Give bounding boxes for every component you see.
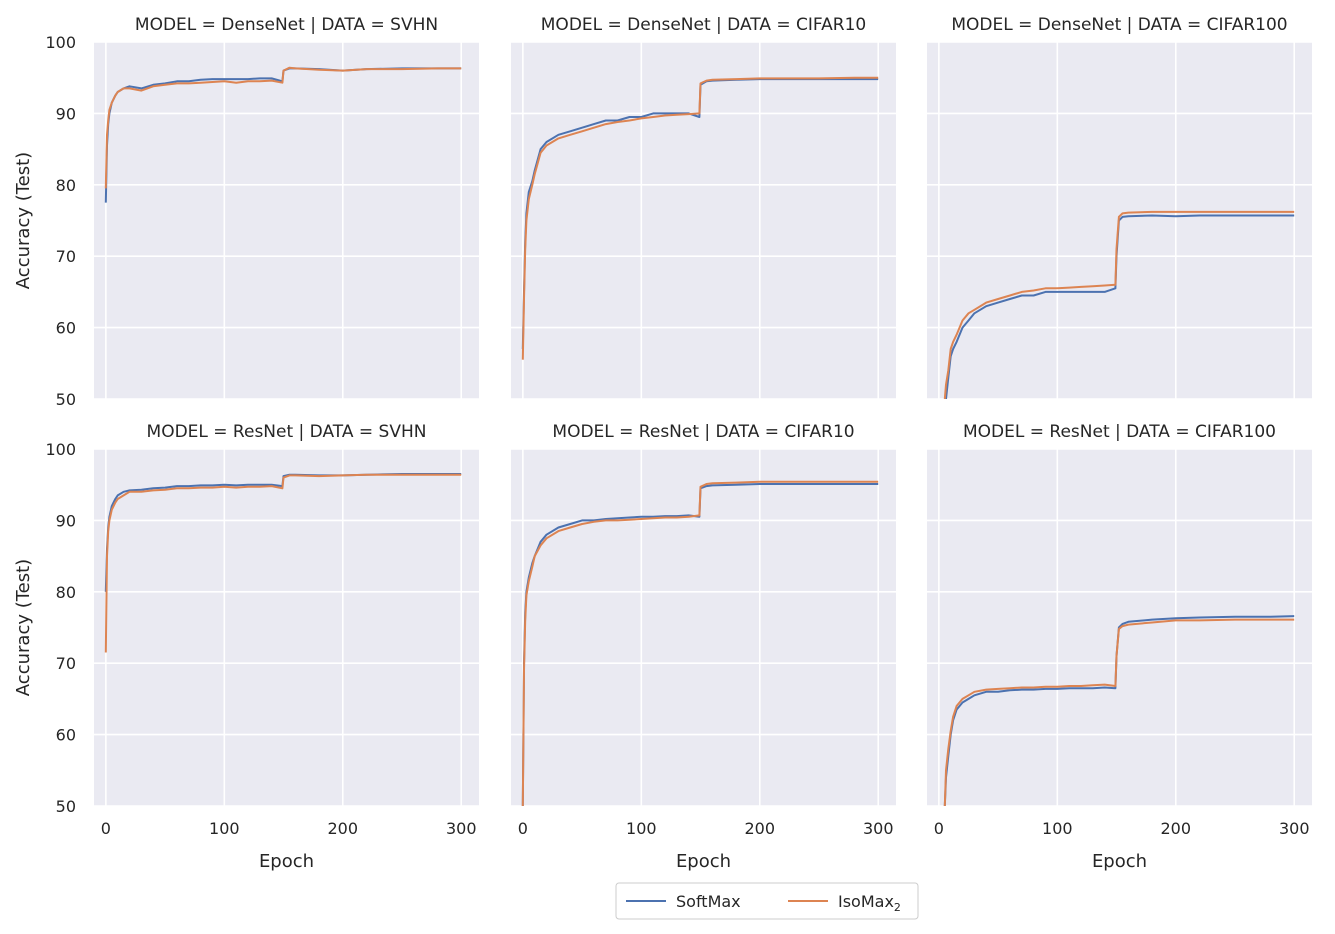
panel-background [511, 42, 896, 399]
series-line-softmax [944, 214, 1295, 399]
x-tick-label: 300 [446, 819, 477, 838]
panel-4: MODEL = ResNet | DATA = SVHN 50 60 70 80 90 10… [13, 422, 479, 872]
y-tick-label: 50 [56, 390, 76, 409]
panel-title: MODEL = DenseNet | DATA = CIFAR10 [541, 15, 866, 35]
series-line-isomax [943, 618, 1295, 806]
x-tick-label: 100 [209, 819, 240, 838]
x-tick-label: 0 [934, 819, 944, 838]
panel-title: MODEL = DenseNet | DATA = SVHN [135, 15, 438, 35]
panel-background [94, 42, 479, 399]
y-axis-label: Accuracy (Test) [13, 152, 34, 289]
legend-label-isomax: IsoMax2 [838, 892, 901, 914]
panel-1: MODEL = DenseNet | DATA = SVHN 50 60 70 80 90… [13, 15, 479, 409]
legend: SoftMax IsoMax2 [615, 882, 919, 920]
panel-background [511, 449, 896, 806]
legend-label-isomax-base: IsoMax [838, 892, 894, 911]
y-tick-label: 90 [56, 104, 76, 123]
x-tick-label: 0 [101, 819, 111, 838]
x-tick-label: 300 [1279, 819, 1310, 838]
y-tick-label: 90 [56, 511, 76, 530]
x-tick-label: 200 [1160, 819, 1191, 838]
y-tick-label: 70 [56, 654, 76, 673]
x-axis-label: Epoch [259, 851, 314, 872]
series-line-isomax [943, 210, 1295, 399]
x-tick-label: 0 [518, 819, 528, 838]
series-line-isomax [104, 66, 462, 189]
panel-2: MODEL = DenseNet | DATA = CIFAR10 [511, 15, 896, 400]
panel-title: MODEL = ResNet | DATA = CIFAR10 [552, 422, 854, 442]
x-tick-label: 100 [626, 819, 657, 838]
y-tick-label: 60 [56, 726, 76, 745]
series-line-isomax [521, 76, 879, 360]
x-tick-label: 300 [863, 819, 894, 838]
y-tick-label: 80 [56, 176, 76, 195]
series-line-softmax [943, 615, 1295, 806]
y-tick-label: 100 [45, 440, 76, 459]
x-tick-label: 200 [744, 819, 775, 838]
y-tick-label: 50 [56, 797, 76, 816]
x-axis-label: Epoch [676, 851, 731, 872]
y-tick-label: 80 [56, 583, 76, 602]
series-line-isomax [104, 473, 462, 653]
panel-background [94, 449, 479, 806]
x-tick-label: 100 [1042, 819, 1073, 838]
x-axis-label: Epoch [1092, 851, 1147, 872]
panel-5: MODEL = ResNet | DATA = CIFAR10 0 100 200 30… [511, 422, 896, 872]
panel-title: MODEL = DenseNet | DATA = CIFAR100 [951, 15, 1287, 35]
panel-title: MODEL = ResNet | DATA = SVHN [147, 422, 427, 442]
y-tick-label: 100 [45, 33, 76, 52]
y-tick-label: 70 [56, 247, 76, 266]
panel-3: MODEL = DenseNet | DATA = CIFAR100 [927, 15, 1312, 400]
legend-label-softmax: SoftMax [676, 892, 741, 911]
legend-label-isomax-sub: 2 [894, 901, 901, 914]
series-line-isomax [521, 480, 879, 806]
y-tick-label: 60 [56, 319, 76, 338]
x-tick-label: 200 [327, 819, 358, 838]
y-axis-label: Accuracy (Test) [13, 559, 34, 696]
legend-frame [615, 882, 919, 920]
panel-6: MODEL = ResNet | DATA = CIFAR100 0 100 200 3… [927, 422, 1312, 872]
panel-title: MODEL = ResNet | DATA = CIFAR100 [963, 422, 1276, 442]
